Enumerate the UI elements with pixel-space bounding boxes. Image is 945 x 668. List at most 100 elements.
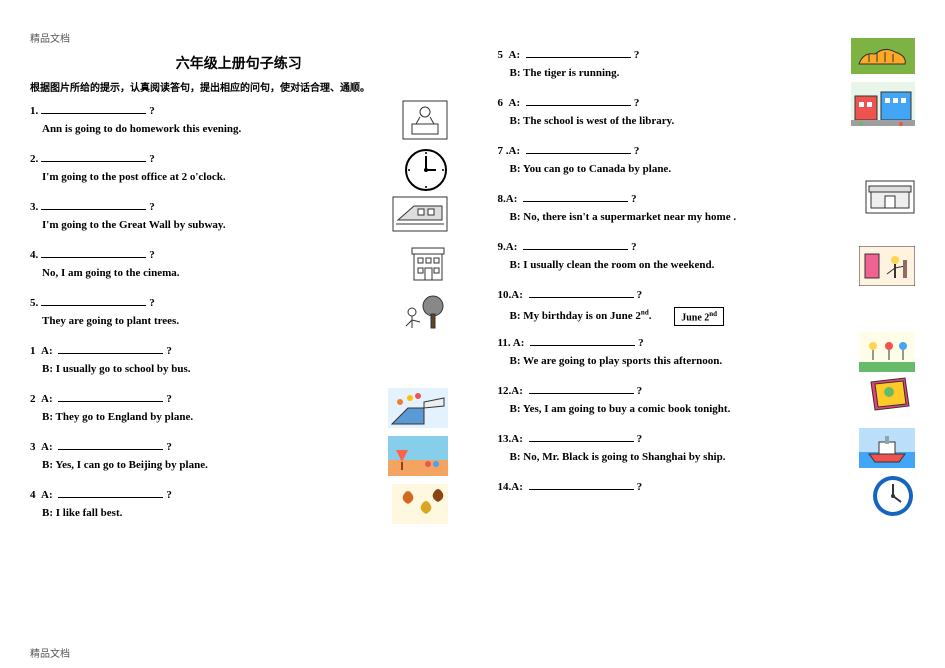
answer-line: No, I am going to the cinema. [30, 267, 448, 279]
answer-line: B: They go to England by plane. [30, 411, 448, 423]
answer-line: B: I usually clean the room on the weeke… [498, 259, 916, 271]
ship-icon [859, 428, 915, 468]
blank-line[interactable] [526, 144, 631, 154]
prefix-label: . A: [508, 337, 525, 349]
building-icon [408, 244, 448, 284]
answer-line: B: I like fall best. [30, 507, 448, 519]
question-line: 3.? [30, 200, 448, 213]
blank-line[interactable] [41, 200, 146, 210]
question-number: 11 [498, 337, 508, 349]
question-line: 2.? [30, 152, 448, 165]
question-line: 7 .A: ? [498, 144, 916, 157]
date-text: June 2 [681, 312, 709, 323]
prefix-label: .A: [509, 385, 523, 397]
worksheet-page: 精品文档 六年级上册句子练习 根据图片所给的提示，认真阅读答句，提出相应的问句，… [0, 0, 945, 546]
dialog-item: 6 A: ? B: The school is west of the libr… [498, 96, 916, 136]
blank-line[interactable] [58, 488, 163, 498]
dialog-item: 3 A: ? B: Yes, I can go to Beijing by pl… [30, 440, 448, 480]
supermarket-icon [865, 180, 915, 214]
date-box: June 2nd [674, 307, 724, 326]
answer-line: Ann is going to do homework this evening… [30, 123, 448, 135]
blank-line[interactable] [526, 48, 631, 58]
prefix-label: .A: [506, 145, 520, 157]
question-line: 1 A: ? [30, 344, 448, 357]
question-line: 1.? [30, 104, 448, 117]
dialog-item: 7 .A: ? B: You can go to Canada by plane… [498, 144, 916, 184]
answer-line: I'm going to the Great Wall by subway. [30, 219, 448, 231]
question-item: 1.? Ann is going to do homework this eve… [30, 104, 448, 144]
question-number: 1. [30, 105, 38, 117]
answer-line: B: No, Mr. Black is going to Shanghai by… [498, 451, 916, 463]
blank-line[interactable] [58, 392, 163, 402]
header-tag: 精品文档 [30, 30, 448, 45]
answer-text: B: My birthday is on June 2 [510, 310, 641, 322]
question-line: 3 A: ? [30, 440, 448, 453]
question-number: 14 [498, 481, 509, 493]
dialog-item: 8.A: ? B: No, there isn't a supermarket … [498, 192, 916, 232]
tiger-icon [851, 38, 915, 74]
dialog-item: 12.A: ? B: Yes, I am going to buy a comi… [498, 384, 916, 424]
subway-icon [392, 196, 448, 232]
blank-line[interactable] [529, 288, 634, 298]
blank-line[interactable] [41, 248, 146, 258]
blank-line[interactable] [529, 384, 634, 394]
beach-icon [388, 436, 448, 476]
blank-line[interactable] [58, 344, 163, 354]
blank-line[interactable] [530, 336, 635, 346]
dialog-item: 13.A: ? B: No, Mr. Black is going to Sha… [498, 432, 916, 472]
blank-line[interactable] [41, 104, 146, 114]
girl-desk-icon [402, 100, 448, 140]
question-line: 14.A: ? [498, 480, 916, 493]
question-number: 7 [498, 145, 504, 157]
clean-room-icon [859, 246, 915, 286]
question-number: 2 [30, 393, 36, 405]
question-number: 6 [498, 97, 504, 109]
prefix-label: .A: [509, 481, 523, 493]
clock-icon [404, 148, 448, 192]
question-line: 11. A: ? [498, 336, 916, 349]
answer-line: B: Yes, I am going to buy a comic book t… [498, 403, 916, 415]
dialog-item: 9.A: ? B: I usually clean the room on th… [498, 240, 916, 280]
footer-tag: 精品文档 [30, 645, 70, 660]
left-column: 精品文档 六年级上册句子练习 根据图片所给的提示，认真阅读答句，提出相应的问句，… [30, 30, 448, 536]
answer-line: B: You can go to Canada by plane. [498, 163, 916, 175]
ordinal-sup: nd [709, 310, 717, 318]
tail-text: . [649, 310, 652, 322]
question-line: 13.A: ? [498, 432, 916, 445]
blank-line[interactable] [529, 432, 634, 442]
blank-line[interactable] [523, 240, 628, 250]
question-number: 2. [30, 153, 38, 165]
answer-line: B: My birthday is on June 2 nd. June 2nd [498, 307, 916, 326]
comic-book-icon [865, 374, 915, 414]
dialog-item: 2 A: ? B: They go to England by plane. [30, 392, 448, 432]
answer-line: B: We are going to play sports this afte… [498, 355, 916, 367]
school-building-icon [851, 82, 915, 126]
question-number: 5. [30, 297, 38, 309]
question-line: 8.A: ? [498, 192, 916, 205]
question-line: 4 A: ? [30, 488, 448, 501]
clock-color-icon [871, 474, 915, 518]
blank-line[interactable] [41, 296, 146, 306]
question-number: 4. [30, 249, 38, 261]
blank-line[interactable] [529, 480, 634, 490]
question-line: 5.? [30, 296, 448, 309]
plant-tree-icon [398, 292, 448, 332]
blank-line[interactable] [41, 152, 146, 162]
dialog-item: 11. A: ? B: We are going to play sports … [498, 336, 916, 376]
instruction-text: 根据图片所给的提示，认真阅读答句，提出相应的问句，使对话合理、通顺。 [30, 79, 448, 94]
page-title: 六年级上册句子练习 [30, 53, 448, 73]
question-number: 1 [30, 345, 36, 357]
question-line: 4.? [30, 248, 448, 261]
dialog-item: 14.A: ? [498, 480, 916, 520]
answer-line: They are going to plant trees. [30, 315, 448, 327]
question-line: 12.A: ? [498, 384, 916, 397]
prefix-label: .A: [509, 289, 523, 301]
blank-line[interactable] [58, 440, 163, 450]
question-number: 3. [30, 201, 38, 213]
question-item: 5.? They are going to plant trees. [30, 296, 448, 336]
fall-leaves-icon [392, 484, 448, 524]
blank-line[interactable] [526, 96, 631, 106]
blank-line[interactable] [523, 192, 628, 202]
dialog-item: 4 A: ? B: I like fall best. [30, 488, 448, 528]
question-number: 4 [30, 489, 36, 501]
